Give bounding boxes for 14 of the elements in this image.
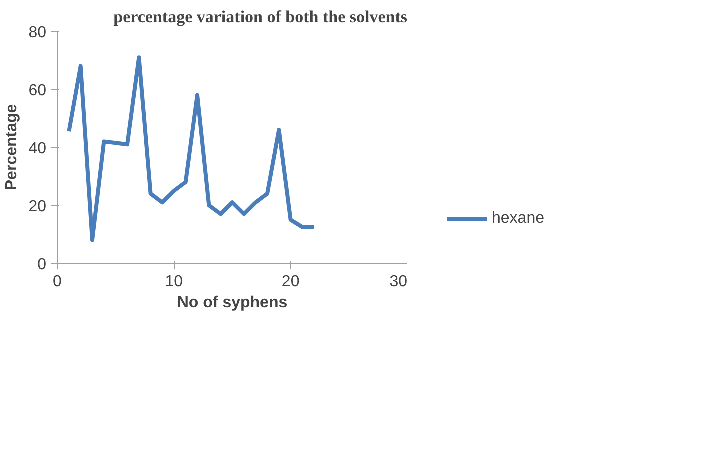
y-tick-label: 0 [38,256,47,274]
x-tick-label: 30 [390,274,408,290]
y-tick-label: 60 [28,82,47,100]
legend-label: hexane [492,210,544,228]
y-axis-title: Percentage [4,104,21,191]
x-axis-title: No of syphens [177,294,288,312]
x-tick-label: 0 [53,274,62,290]
chart-title: percentage variation of both the solvents [114,8,408,26]
line-series [67,56,316,242]
y-tick-label: 40 [28,140,47,158]
x-tick-label: 10 [165,274,184,290]
y-tick-label: 20 [28,198,47,216]
y-tick-label: 80 [28,24,47,42]
x-tick-label: 20 [282,274,300,290]
